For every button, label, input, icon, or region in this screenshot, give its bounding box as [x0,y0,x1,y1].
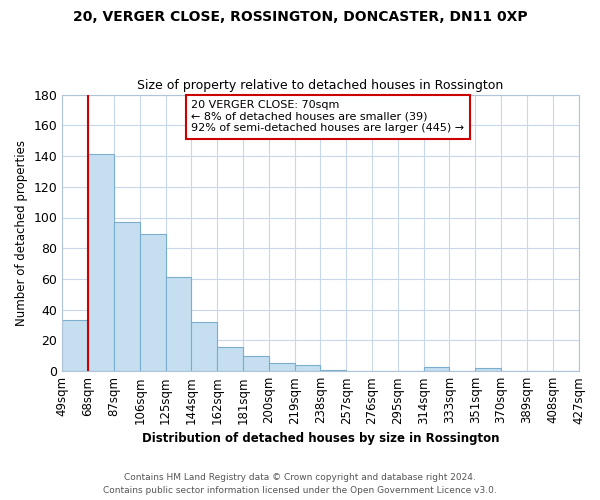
Text: 20 VERGER CLOSE: 70sqm
← 8% of detached houses are smaller (39)
92% of semi-deta: 20 VERGER CLOSE: 70sqm ← 8% of detached … [191,100,464,134]
Text: 20, VERGER CLOSE, ROSSINGTON, DONCASTER, DN11 0XP: 20, VERGER CLOSE, ROSSINGTON, DONCASTER,… [73,10,527,24]
Bar [269,364,295,371]
Title: Size of property relative to detached houses in Rossington: Size of property relative to detached ho… [137,79,503,92]
Bar [166,278,191,371]
Bar [243,356,269,371]
Bar [295,365,320,371]
Bar [320,370,346,371]
Bar [191,322,217,371]
Text: Contains HM Land Registry data © Crown copyright and database right 2024.
Contai: Contains HM Land Registry data © Crown c… [103,474,497,495]
Bar [114,222,140,371]
Bar [217,346,243,371]
Bar [88,154,114,371]
Bar [140,234,166,371]
Bar [62,320,88,371]
Bar [424,366,449,371]
Y-axis label: Number of detached properties: Number of detached properties [15,140,28,326]
X-axis label: Distribution of detached houses by size in Rossington: Distribution of detached houses by size … [142,432,499,445]
Bar [475,368,501,371]
